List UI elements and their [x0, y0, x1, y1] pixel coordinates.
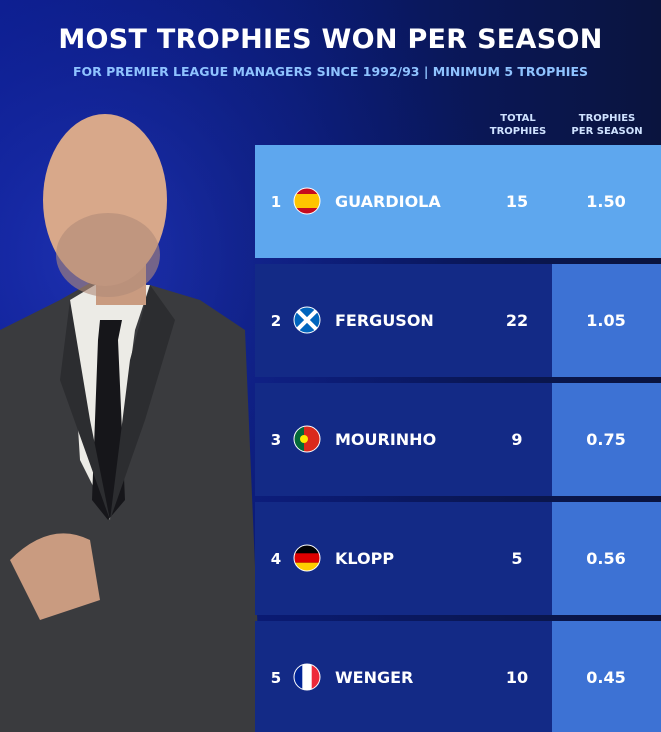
rank: 3 [270, 430, 282, 449]
flag-icon [293, 425, 321, 457]
total-trophies: 5 [511, 549, 523, 568]
title: MOST TROPHIES WON PER SEASON [58, 24, 603, 55]
rank: 5 [270, 668, 282, 687]
rank: 4 [270, 549, 282, 568]
flag-icon [293, 306, 321, 338]
trophies-per-season: 0.56 [586, 549, 626, 568]
total-trophies: 9 [511, 430, 523, 449]
manager-name: KLOPP [335, 549, 395, 568]
highlight-column [552, 383, 661, 496]
total-trophies: 22 [505, 311, 529, 330]
flag-icon [293, 544, 321, 576]
trophies-per-season: 0.45 [586, 668, 626, 687]
subtitle: FOR PREMIER LEAGUE MANAGERS SINCE 1992/9… [72, 64, 588, 79]
rank: 2 [270, 311, 282, 330]
manager-name: GUARDIOLA [335, 192, 441, 211]
column-header: TOTAL TROPHIES [489, 113, 547, 137]
table-row: 2 FERGUSON 22 1.05 [255, 264, 661, 377]
rank: 1 [270, 192, 282, 211]
highlight-column [552, 502, 661, 615]
table-row: 4 KLOPP 5 0.56 [255, 502, 661, 615]
flag-icon [293, 663, 321, 695]
table-row: 3 MOURINHO 9 0.75 [255, 383, 661, 496]
trophies-per-season: 1.05 [586, 311, 626, 330]
total-trophies: 15 [505, 192, 529, 211]
manager-name: WENGER [335, 668, 414, 687]
manager-name: FERGUSON [335, 311, 434, 330]
total-trophies: 10 [505, 668, 529, 687]
trophies-per-season: 1.50 [586, 192, 626, 211]
column-header: TROPHIES PER SEASON [571, 113, 643, 137]
flag-icon [293, 187, 321, 219]
trophies-per-season: 0.75 [586, 430, 626, 449]
table-row: 5 WENGER 10 0.45 [255, 621, 661, 732]
table-row: 1 GUARDIOLA 15 1.50 [255, 145, 661, 258]
highlight-column [552, 264, 661, 377]
highlight-column [552, 621, 661, 732]
manager-name: MOURINHO [335, 430, 437, 449]
